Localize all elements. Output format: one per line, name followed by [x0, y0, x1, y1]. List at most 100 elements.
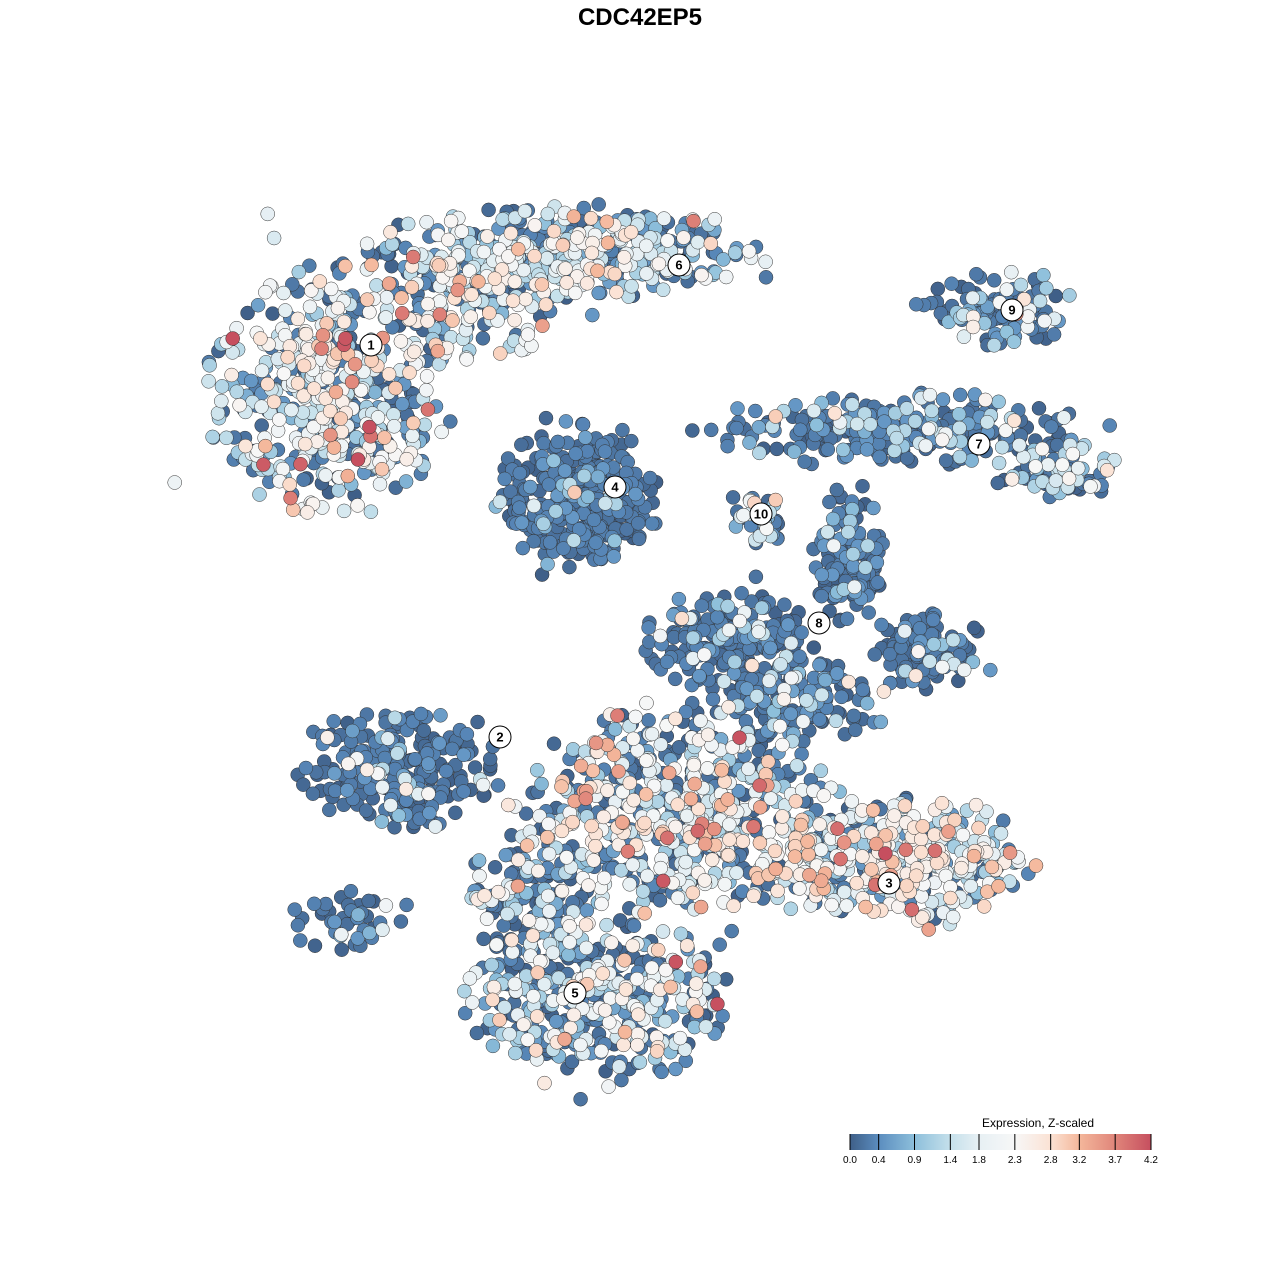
- cell-point: [497, 1000, 512, 1015]
- cell-point: [866, 500, 881, 516]
- cell-point: [345, 723, 360, 739]
- cell-point: [913, 845, 929, 860]
- cell-point: [599, 917, 614, 933]
- cell-point: [874, 617, 889, 633]
- cell-point: [511, 241, 526, 257]
- cell-point: [297, 436, 313, 452]
- cell-point: [615, 422, 630, 438]
- cell-point: [655, 924, 671, 939]
- cell-point: [596, 870, 612, 886]
- cell-point: [899, 878, 914, 893]
- cell-point: [971, 820, 986, 836]
- cell-point: [993, 826, 1009, 841]
- cell-point: [374, 814, 390, 829]
- cell-point: [309, 434, 325, 449]
- cell-point: [783, 706, 798, 722]
- cell-point: [656, 211, 672, 226]
- cell-point: [899, 401, 915, 416]
- cell-point: [343, 883, 359, 899]
- cell-point: [616, 1037, 631, 1053]
- cell-point: [367, 385, 383, 400]
- cell-point: [775, 809, 790, 824]
- cell-point: [915, 819, 930, 834]
- cluster-label-1: 1: [359, 333, 383, 357]
- cell-point: [688, 976, 704, 991]
- cell-point: [359, 236, 375, 252]
- cell-point: [725, 490, 741, 505]
- cell-point: [625, 857, 640, 873]
- cell-point: [413, 706, 429, 722]
- cell-point: [678, 854, 693, 870]
- cell-point: [1044, 419, 1059, 434]
- cell-point: [596, 809, 611, 825]
- cell-point: [419, 369, 435, 384]
- cell-point: [526, 534, 541, 549]
- cell-point: [1055, 457, 1070, 472]
- cell-point: [855, 849, 870, 864]
- cell-point: [721, 699, 736, 715]
- cell-point: [565, 814, 580, 830]
- cell-point: [637, 906, 652, 921]
- svg-text:3: 3: [885, 876, 892, 891]
- cell-point: [654, 1064, 669, 1080]
- cell-point: [487, 271, 503, 286]
- cell-point: [327, 766, 342, 781]
- cell-point: [776, 691, 792, 707]
- cell-point: [584, 818, 599, 834]
- cell-point: [714, 762, 729, 778]
- cell-point: [897, 623, 912, 639]
- cell-point: [542, 535, 558, 550]
- cell-point: [433, 708, 448, 723]
- cell-point: [566, 1007, 581, 1023]
- cell-point: [783, 635, 799, 651]
- cell-point: [432, 294, 448, 309]
- cell-point: [616, 250, 632, 265]
- cell-point: [637, 815, 652, 831]
- cell-point: [457, 1005, 473, 1021]
- cell-point: [534, 277, 550, 292]
- cell-point: [359, 762, 375, 778]
- cell-point: [752, 778, 767, 793]
- cell-point: [378, 310, 394, 325]
- cell-point: [945, 909, 961, 925]
- cell-point: [787, 444, 802, 459]
- cell-point: [731, 783, 747, 799]
- cell-point: [631, 1007, 646, 1022]
- cell-point: [685, 423, 700, 438]
- cell-point: [503, 225, 519, 241]
- cell-point: [768, 861, 783, 877]
- cell-point: [448, 805, 463, 821]
- cell-point: [322, 802, 337, 818]
- cell-point: [749, 689, 765, 704]
- cell-point: [564, 1054, 580, 1069]
- cell-point: [748, 403, 763, 419]
- cell-point: [1056, 410, 1072, 425]
- cell-point: [296, 358, 312, 374]
- cell-point: [406, 344, 422, 360]
- cluster-label-2: 2: [488, 725, 512, 749]
- cell-point: [485, 1038, 501, 1054]
- cell-point: [626, 731, 641, 747]
- cell-point: [383, 224, 398, 240]
- cell-point: [955, 827, 971, 843]
- cell-point: [315, 328, 331, 343]
- cell-point: [705, 691, 721, 707]
- cell-point: [828, 713, 844, 729]
- cell-point: [296, 472, 311, 487]
- cell-point: [500, 906, 515, 922]
- cell-point: [822, 494, 837, 510]
- cell-point: [676, 230, 691, 245]
- cell-point: [927, 843, 943, 858]
- cell-point: [476, 931, 491, 947]
- cluster-label-5: 5: [563, 981, 587, 1005]
- cell-point: [801, 847, 816, 862]
- cell-point: [841, 674, 856, 690]
- cell-point: [594, 896, 609, 912]
- cell-point: [921, 421, 936, 437]
- cell-point: [519, 838, 535, 853]
- cell-point: [729, 865, 744, 880]
- cell-point: [585, 307, 600, 323]
- cell-point: [966, 848, 982, 864]
- cell-point: [887, 808, 902, 823]
- cell-point: [697, 647, 712, 662]
